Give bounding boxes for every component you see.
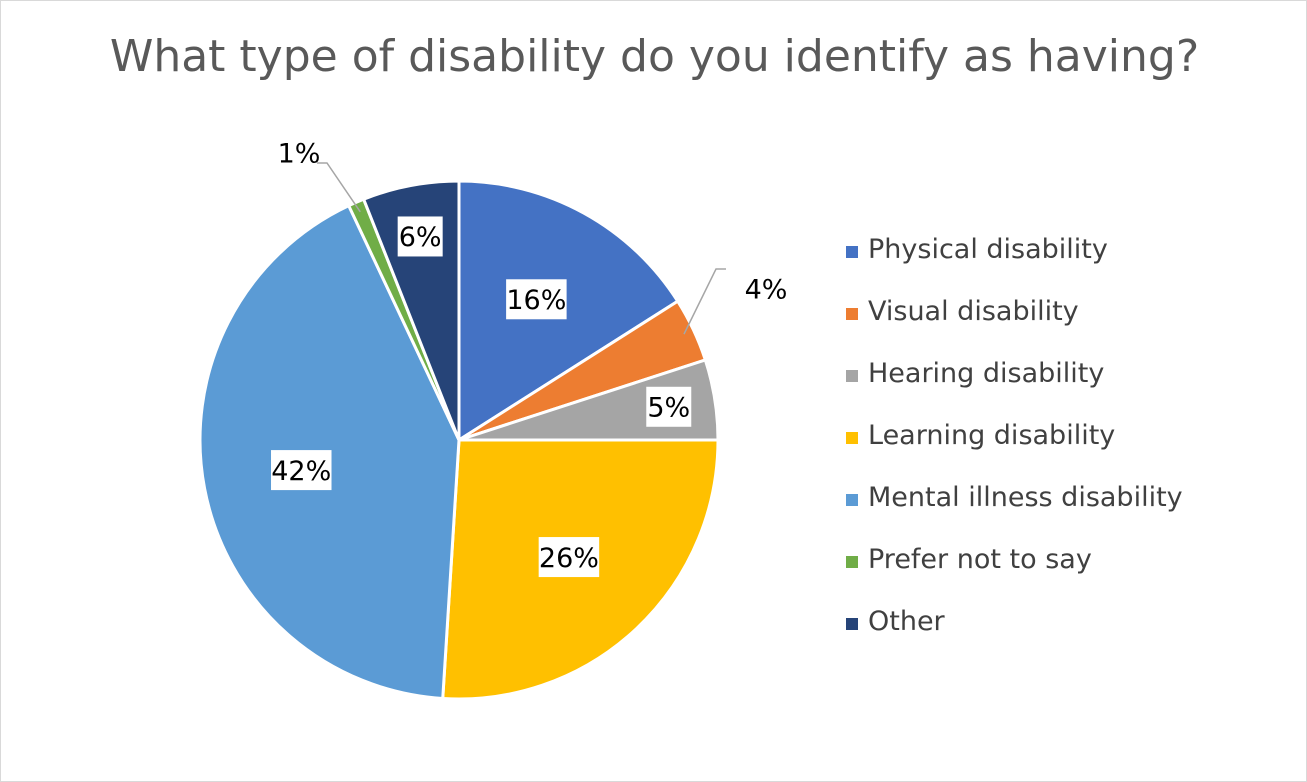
legend-swatch (846, 370, 858, 382)
legend-item-prefer-not-to-say: Prefer not to say (846, 544, 1183, 606)
legend-swatch (846, 308, 858, 320)
data-label-box-physical-disability (506, 279, 567, 320)
legend-item-other: Other (846, 606, 1183, 668)
data-label-box-other (397, 216, 443, 257)
chart-title: What type of disability do you identify … (109, 31, 1200, 82)
data-label-box-hearing-disability (646, 386, 692, 427)
data-label-physical-disability: 16% (506, 285, 566, 316)
legend-item-visual-disability: Visual disability (846, 296, 1183, 358)
legend-label: Prefer not to say (868, 544, 1092, 575)
data-label-mental-illness-disability: 42% (271, 456, 331, 487)
legend-label: Learning disability (868, 420, 1116, 451)
legend-label: Mental illness disability (868, 482, 1183, 513)
legend-label: Other (868, 606, 945, 637)
legend-item-hearing-disability: Hearing disability (846, 358, 1183, 420)
legend-swatch (846, 246, 858, 258)
data-label-prefer-not-to-say: 1% (278, 139, 321, 170)
legend-swatch (846, 618, 858, 630)
data-label-learning-disability: 26% (539, 543, 599, 574)
pie-slice-physical-disability (457, 179, 680, 443)
leader-line-prefer-not-to-say (317, 162, 361, 213)
legend-item-learning-disability: Learning disability (846, 420, 1183, 482)
legend-label: Hearing disability (868, 358, 1105, 389)
data-label-hearing-disability: 5% (647, 392, 690, 423)
legend-swatch (846, 556, 858, 568)
legend-swatch (846, 494, 858, 506)
legend-swatch (846, 432, 858, 444)
legend: Physical disability Visual disability Hear… (846, 234, 1183, 668)
legend-label: Physical disability (868, 234, 1108, 265)
data-label-visual-disability: 4% (745, 275, 788, 306)
data-label-box-mental-illness-disability (271, 450, 332, 491)
legend-label: Visual disability (868, 296, 1079, 327)
leader-line-visual-disability (683, 268, 726, 335)
legend-item-mental-illness-disability: Mental illness disability (846, 482, 1183, 544)
data-label-other: 6% (399, 222, 442, 253)
data-label-box-learning-disability (538, 537, 600, 578)
legend-item-physical-disability: Physical disability (846, 234, 1183, 296)
